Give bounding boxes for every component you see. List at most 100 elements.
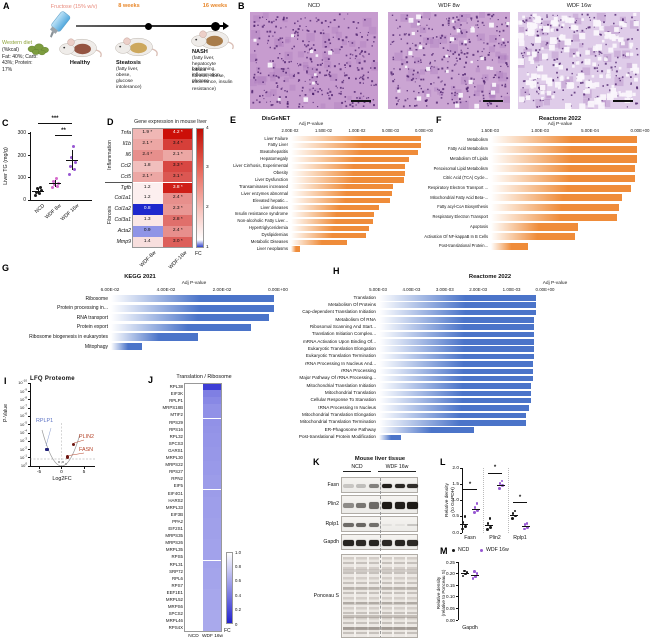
gene-label: RPL31 [169, 561, 183, 567]
blot-label: Plin2 [327, 501, 339, 507]
water-bottle-icon [42, 8, 73, 41]
heatmap-cell [203, 581, 222, 589]
axis-tick-label: 1.50E-03 [481, 128, 499, 133]
bar [491, 233, 575, 241]
colorbar-tick: 4 [206, 125, 209, 131]
ponceau-band [343, 587, 417, 590]
blot-box [341, 495, 418, 515]
colorbar-tick: 1.0 [235, 549, 241, 555]
bar-label: Mitochondrial Translation Initiation [306, 382, 376, 388]
protein-band [394, 523, 405, 527]
y-tick [27, 399, 30, 400]
heatmap-cell [203, 475, 222, 483]
axis-tick-label: 1.00E-03 [502, 287, 521, 292]
bar-label: Activation Of NF-kappaB In B Cells [424, 233, 488, 239]
protein-point [66, 455, 70, 459]
bar-label: Fatty Acid Metabolism [447, 146, 488, 152]
lane-group-label: NCD [351, 464, 363, 470]
bar [291, 177, 404, 183]
y-tick-label: 10-7 [19, 403, 27, 411]
fructose-label: Fructose (15% w/v) [50, 4, 98, 10]
y-tick-label: 0.10 [446, 594, 455, 600]
row-group-label: Fibrosis [107, 206, 113, 225]
western-diet-detail: 17% [2, 66, 13, 73]
y-tick [455, 584, 458, 586]
mouse-desc: (fatty liver, [116, 67, 139, 72]
data-point [35, 187, 39, 191]
axis-tick-label: 0.00E+00 [630, 128, 650, 133]
bar-label: Elevated hepatic... [252, 197, 288, 203]
panel-f-label: F [436, 115, 442, 125]
colorbar-tick: 0.8 [235, 563, 241, 569]
protein-band [343, 484, 354, 488]
gene-label: SPCS3 [168, 440, 183, 446]
bar-label: Fatty acyl-CoA Biosynthesis [437, 204, 488, 210]
bar-label: Translation Initiation Complex... [311, 331, 376, 337]
protein-point [45, 447, 49, 452]
bar-label: Ribosome [85, 295, 108, 302]
ponceau-band [343, 627, 417, 630]
y-axis [462, 468, 463, 533]
axis-tick-label: 5.00E-03 [382, 128, 399, 133]
western-diet-detail: Fat: 40%; Carb: [2, 53, 38, 60]
panel-m-label: M [440, 546, 448, 556]
axis-label: Adj P-value [298, 122, 324, 127]
data-point [73, 160, 77, 164]
gene-label: RPS7 [171, 582, 183, 588]
bg-point [58, 460, 61, 463]
axis-tick-label: 0.00E+00 [414, 128, 434, 133]
x-tick [83, 466, 85, 470]
gene-label: EIF2S1 [168, 526, 183, 531]
y-tick-label: 2.0 [452, 465, 459, 471]
data-point [475, 572, 479, 575]
gene-label: Ccl2 [120, 162, 131, 169]
bar [111, 314, 269, 322]
y-tick [27, 415, 30, 417]
bar-label: Hepatomegaly [260, 156, 288, 162]
axis-tick-label: 1.00E-03 [531, 128, 549, 133]
heatmap-col-label: WDF-16w [167, 249, 189, 271]
bar-label: Ribosomal Scanning And Start... [309, 323, 376, 329]
heatmap-cell [203, 567, 222, 575]
protein-band [356, 502, 367, 509]
y-tick-label: 10-4 [19, 428, 27, 435]
heatmap-cell [184, 404, 203, 412]
bar-label: Citric Acid (TCA) Cycle... [442, 175, 488, 181]
heatmap-cell [184, 482, 203, 490]
panel-c-label: C [2, 118, 9, 128]
data-point [498, 486, 501, 490]
panel-h-label: H [333, 266, 340, 276]
ponceau-band [343, 569, 417, 572]
heatmap-cell: 1.3 [132, 215, 163, 227]
axis-tick-label: 5.00E-04 [581, 128, 599, 133]
heatmap-cell: 0.8 [132, 204, 163, 216]
bar-label: Liver Cirrhosis, Experimental [233, 163, 288, 169]
ponceau-band [343, 602, 417, 605]
protein-label: PLIN2 [79, 434, 94, 440]
heatmap-cell: 2.1 * [162, 149, 193, 161]
heatmap-cell [203, 553, 222, 561]
axis-tick-label: 2.00E-02 [212, 287, 232, 292]
y-tick-label: 100 [20, 461, 27, 469]
gene-label: RPS4X [168, 625, 183, 631]
protein-band [407, 540, 418, 546]
bar [291, 191, 392, 197]
heatmap-title: Translation / Ribosome [176, 374, 232, 380]
heatmap-cell [203, 517, 222, 525]
data-point [72, 168, 76, 172]
heatmap-cell [203, 503, 222, 511]
bar [491, 145, 637, 153]
heatmap-cell [203, 461, 222, 469]
histology-image [518, 12, 640, 109]
sig-line [38, 123, 72, 124]
heatmap-cell [184, 510, 203, 518]
error-bar [71, 150, 73, 171]
bar [379, 390, 531, 397]
heatmap-cell [203, 610, 222, 618]
y-tick [27, 199, 30, 201]
group-separator [507, 468, 509, 533]
mouse-desc: fibrosis, obese, glucose [192, 74, 225, 85]
gene-label: RPS16 [169, 426, 183, 432]
ponceau-lane [407, 557, 417, 637]
group-separator [482, 468, 484, 533]
